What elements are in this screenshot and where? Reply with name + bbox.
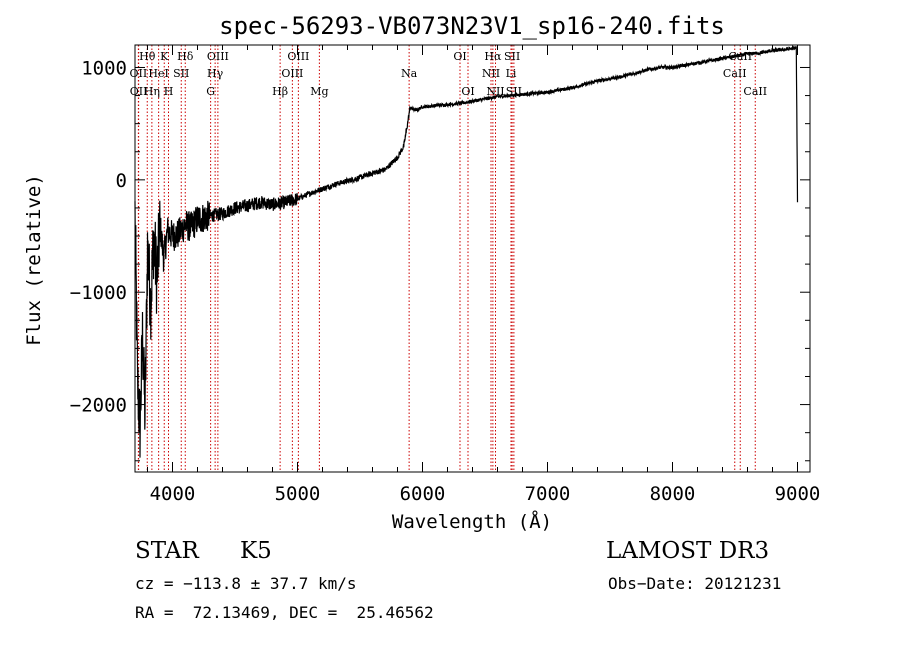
x-tick-label: 4000 xyxy=(150,483,196,505)
spectral-line-label: OIII xyxy=(287,50,309,63)
x-axis-ticks: 4000 5000 6000 7000 8000 9000 xyxy=(147,45,821,505)
redshift-cz: cz = −113.8 ± 37.7 km/s xyxy=(135,574,357,593)
spectral-line-label: Hθ xyxy=(139,50,156,63)
spectral-line-label: SII xyxy=(504,50,520,63)
spectral-line-label: CaII xyxy=(723,67,747,80)
spectral-line-label: H xyxy=(164,85,174,98)
y-axis-label: Flux (relative) xyxy=(23,174,45,346)
spectral-line-label: NII xyxy=(486,85,504,98)
y-axis-ticks: −2000 −1000 0 1000 xyxy=(70,57,810,462)
spectral-line-label: HeI xyxy=(148,67,168,80)
y-tick-label: −2000 xyxy=(70,395,127,417)
spectral-line-label: SII xyxy=(506,85,522,98)
spectral-line-label: Hγ xyxy=(207,67,224,80)
spectral-line-label: OIII xyxy=(281,67,303,80)
object-class: STAR xyxy=(135,538,199,564)
spectral-line-label: OII xyxy=(130,67,148,80)
x-axis-label: Wavelength (Å) xyxy=(392,510,552,533)
spectrum-series-line xyxy=(134,44,799,458)
x-tick-label: 7000 xyxy=(525,483,571,505)
y-tick-label: 0 xyxy=(116,170,127,192)
subclass: K5 xyxy=(240,538,272,564)
survey-name: LAMOST DR3 xyxy=(606,538,770,564)
spectral-line-label: Hβ xyxy=(272,85,288,98)
x-tick-label: 5000 xyxy=(275,483,321,505)
spectral-line-label: Na xyxy=(401,67,418,80)
spectral-line-label: Mg xyxy=(310,85,328,98)
spectral-line-label: G xyxy=(206,85,215,98)
spectral-line-markers xyxy=(137,45,756,472)
spectral-line-label: SII xyxy=(173,67,189,80)
spectral-line-label: Hα xyxy=(484,50,502,63)
spectral-line-label: OIII xyxy=(207,50,229,63)
chart-title: spec-56293-VB073N23V1_sp16-240.fits xyxy=(219,12,725,40)
x-tick-label: 8000 xyxy=(650,483,696,505)
spectral-line-label: OII xyxy=(130,85,148,98)
spectral-line-label: Hδ xyxy=(177,50,194,63)
plot-frame xyxy=(134,44,811,473)
x-tick-label: 6000 xyxy=(400,483,446,505)
spectral-line-label: OI xyxy=(453,50,466,63)
y-tick-label: 1000 xyxy=(81,57,127,79)
spectral-line-label: CaII xyxy=(728,50,752,63)
spectral-line-label: OI xyxy=(461,85,474,98)
spectral-line-label: Hη xyxy=(144,85,160,98)
spectral-line-label: NII xyxy=(482,67,500,80)
x-tick-label: 9000 xyxy=(775,483,821,505)
y-tick-label: −1000 xyxy=(70,282,127,304)
observation-date: Obs−Date: 20121231 xyxy=(608,574,782,593)
spectral-line-label: CaII xyxy=(743,85,767,98)
spectral-line-label: Li xyxy=(506,67,517,80)
coordinates: RA = 72.13469, DEC = 25.46562 xyxy=(135,603,434,622)
spectral-line-label: K xyxy=(160,50,169,63)
